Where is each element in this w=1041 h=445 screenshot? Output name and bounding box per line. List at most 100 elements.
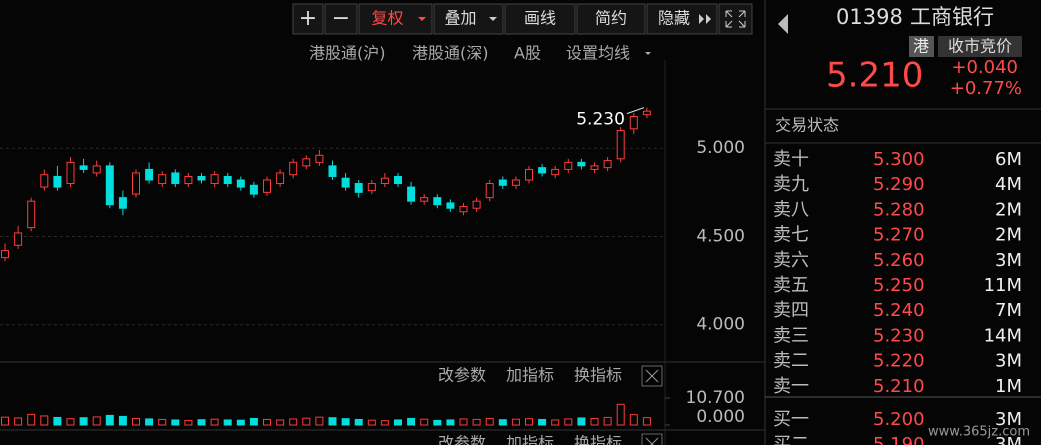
candle-body — [158, 174, 167, 185]
toolbar-button[interactable] — [646, 3, 718, 35]
status: 交易状态 — [775, 116, 839, 135]
indicator-action[interactable]: 加指标 — [506, 434, 554, 445]
candle-body — [145, 168, 154, 181]
close-box[interactable] — [641, 433, 663, 445]
tab[interactable]: 港股通(深) — [412, 44, 489, 63]
candle-body — [394, 175, 402, 185]
expand-icon — [725, 10, 746, 28]
candle-body — [118, 197, 127, 209]
candle-body — [132, 172, 140, 195]
close-box[interactable] — [641, 365, 663, 387]
candle-body — [27, 200, 36, 229]
volume-bar — [184, 419, 193, 426]
volume-bar — [197, 419, 206, 426]
high-label: 5.230 — [576, 110, 625, 130]
order-label: 买二 — [773, 434, 809, 445]
toolbar-button[interactable] — [504, 3, 576, 35]
tab[interactable]: 设置均线 — [566, 44, 630, 63]
candle-body — [472, 200, 481, 209]
volume-bar — [629, 414, 638, 426]
dropdown-arrow — [418, 17, 426, 21]
y-tick-label: 5.000 — [696, 138, 745, 158]
volume-bar — [14, 417, 23, 426]
y-tick-label: 4.500 — [696, 226, 745, 246]
candle-body — [171, 172, 180, 185]
volume-bar — [538, 418, 547, 426]
watermark: www.365jz.com — [928, 425, 1030, 440]
candle-body — [210, 174, 219, 185]
volume-bar — [642, 417, 651, 426]
toolbar-button[interactable] — [324, 3, 358, 35]
candle-body — [629, 115, 638, 130]
candle-body — [79, 165, 88, 170]
volume-bar — [236, 419, 245, 426]
candle-body — [511, 179, 520, 186]
tab[interactable]: A股 — [514, 44, 541, 63]
indicator-action[interactable]: 加指标 — [506, 366, 554, 385]
volume-bar — [92, 416, 101, 426]
volume-bar — [171, 419, 180, 426]
dropdown-arrow — [489, 17, 497, 21]
order-price: 5.190 — [873, 434, 925, 445]
volume-bar — [302, 417, 311, 426]
order-volume: 3M — [995, 250, 1022, 271]
indicator-action[interactable]: 换指标 — [574, 434, 622, 445]
volume-bar — [341, 418, 350, 426]
volume-bar — [380, 420, 389, 426]
close-icon — [645, 369, 659, 383]
candle-body — [380, 177, 389, 185]
order-price: 5.270 — [873, 225, 925, 246]
y-tick-label: 4.000 — [696, 315, 745, 335]
expand-button[interactable] — [718, 3, 753, 35]
volume-bar — [315, 416, 324, 426]
order-price: 5.290 — [873, 174, 925, 195]
candle-body — [289, 161, 298, 176]
toolbar-button[interactable] — [576, 3, 646, 35]
candle-body — [616, 130, 625, 160]
indicator-action[interactable]: 换指标 — [574, 366, 622, 385]
candle-body — [433, 197, 442, 206]
close-icon — [645, 437, 659, 445]
more-arrows — [699, 14, 711, 24]
order-label: 卖一 — [773, 376, 809, 397]
order-price: 5.260 — [873, 250, 925, 271]
candle-body — [315, 154, 324, 163]
order-price: 5.250 — [873, 275, 925, 296]
candle-body — [1, 250, 9, 259]
candle-body — [66, 161, 75, 185]
y-tick-label: 0.000 — [696, 407, 745, 427]
toolbar-label: 隐藏 — [658, 9, 690, 28]
candle-body — [551, 168, 560, 176]
volume-bar — [577, 417, 586, 426]
candle-body — [40, 174, 49, 188]
order-price: 5.300 — [873, 149, 925, 170]
back-arrow[interactable] — [778, 14, 788, 34]
tab[interactable]: 港股通(沪) — [309, 44, 386, 63]
volume-bar — [525, 418, 533, 426]
last-price: 5.210 — [826, 56, 923, 96]
order-volume: 14M — [984, 325, 1022, 346]
toolbar-label: 复权 — [371, 9, 403, 28]
volume-bar — [105, 414, 114, 426]
toolbar-button[interactable] — [292, 3, 324, 35]
session: 收市竞价 — [948, 37, 1012, 56]
candle-body — [14, 232, 23, 246]
market-badge — [909, 36, 934, 57]
indicator-action[interactable]: 改参数 — [438, 366, 486, 385]
order-volume: 4M — [995, 174, 1022, 195]
candle-body — [53, 175, 62, 188]
candle-body — [236, 179, 245, 188]
volume-bar — [118, 415, 127, 426]
high-arrow — [626, 107, 645, 115]
order-label: 卖五 — [773, 275, 809, 296]
candle-body — [590, 165, 599, 170]
y-tick-label: 10.700 — [686, 388, 745, 408]
indicator-action[interactable]: 改参数 — [438, 434, 486, 445]
candle-body — [184, 175, 193, 185]
order-label: 卖七 — [773, 225, 809, 246]
candle-body — [420, 197, 429, 202]
toolbar-button[interactable] — [358, 3, 433, 35]
volume-bar — [40, 415, 49, 426]
volume-bar — [498, 419, 507, 426]
